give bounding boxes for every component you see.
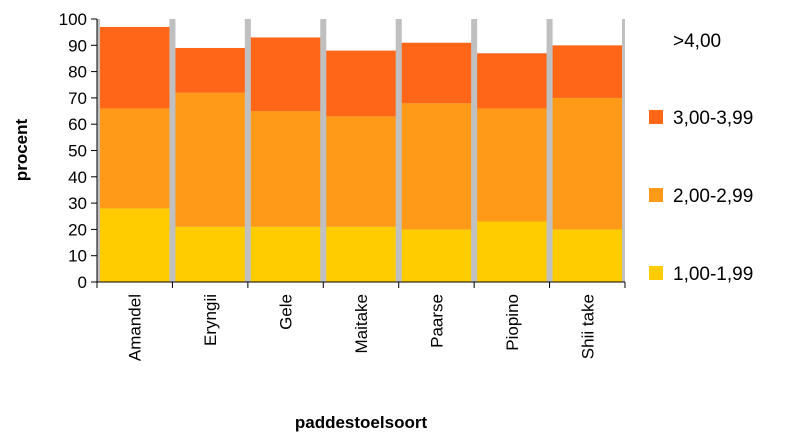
y-tick-label: 90: [68, 36, 87, 55]
bar-segment-4-eryngii: [175, 19, 245, 48]
legend-label: 3,00-3,99: [673, 108, 753, 129]
bar-segment-1-maitake: [326, 226, 396, 282]
bar-segment-2-eryngii: [175, 92, 245, 227]
bar-segment-1-amandel: [100, 208, 170, 282]
bar-segment-2-gele: [250, 111, 321, 227]
y-tick-label: 0: [78, 273, 87, 292]
bar-segment-2-shii-take: [552, 97, 622, 230]
bar-segment-2-amandel: [100, 108, 170, 209]
x-category-label: Piopino: [503, 294, 522, 351]
x-category-label: Gele: [277, 294, 296, 330]
y-tick-label: 80: [68, 63, 87, 82]
bars-group: [100, 19, 622, 282]
y-axis-title: procent: [12, 118, 31, 181]
legend-swatch: [649, 188, 663, 202]
bar-segment-2-maitake: [326, 116, 396, 227]
bar-segment-3-maitake: [326, 50, 396, 117]
x-category-label: Shii take: [578, 294, 597, 359]
y-tick-label: 40: [68, 168, 87, 187]
x-category-label: Amandel: [126, 294, 145, 361]
legend-label: 1,00-1,99: [673, 264, 753, 285]
bar-segment-4-piopino: [477, 19, 547, 54]
bar-segment-2-paarse: [401, 103, 472, 230]
bar-segment-1-piopino: [477, 221, 547, 282]
x-category-label: Eryngii: [201, 294, 220, 346]
x-category-labels: Amandel Eryngii Gele Maitake Paarse Piopino Sh…: [126, 294, 598, 361]
y-tick-label: 60: [68, 115, 87, 134]
y-tick-label: 30: [68, 194, 87, 213]
legend-swatch: [649, 110, 663, 124]
bar-segment-3-piopino: [477, 53, 547, 109]
bar-segment-2-piopino: [477, 108, 547, 222]
bar-segment-4-gele: [250, 19, 321, 38]
bar-segment-3-paarse: [401, 42, 472, 104]
axes-group: [91, 18, 626, 288]
legend: >4,00 3,00-3,99 2,00-2,99 1,00-1,99: [649, 31, 753, 285]
bar-segment-1-shii-take: [552, 229, 622, 282]
bar-segment-1-paarse: [401, 229, 472, 282]
bar-segment-3-shii-take: [552, 45, 622, 98]
y-tick-label: 100: [59, 10, 87, 29]
bar-segment-1-gele: [250, 226, 321, 282]
y-tick-labels: 0 10 20 30 40 50 60 70 80 90 100: [59, 10, 87, 292]
bar-segment-3-amandel: [100, 26, 170, 109]
y-tick-label: 50: [68, 142, 87, 161]
legend-label: >4,00: [673, 31, 721, 52]
legend-swatch: [649, 266, 663, 280]
bar-segment-4-amandel: [100, 19, 170, 27]
bar-segment-4-shii-take: [552, 19, 622, 46]
x-category-label: Paarse: [427, 294, 446, 348]
x-axis-title: paddestoelsoort: [295, 413, 428, 432]
bar-segment-4-paarse: [401, 19, 472, 43]
x-category-label: Maitake: [352, 294, 371, 354]
y-tick-label: 70: [68, 89, 87, 108]
y-tick-label: 20: [68, 220, 87, 239]
bar-segment-3-gele: [250, 37, 321, 112]
legend-label: 2,00-2,99: [673, 186, 753, 207]
bar-segment-4-maitake: [326, 19, 396, 51]
bar-segment-3-eryngii: [175, 47, 245, 93]
bar-segment-1-eryngii: [175, 226, 245, 282]
y-tick-label: 10: [68, 247, 87, 266]
